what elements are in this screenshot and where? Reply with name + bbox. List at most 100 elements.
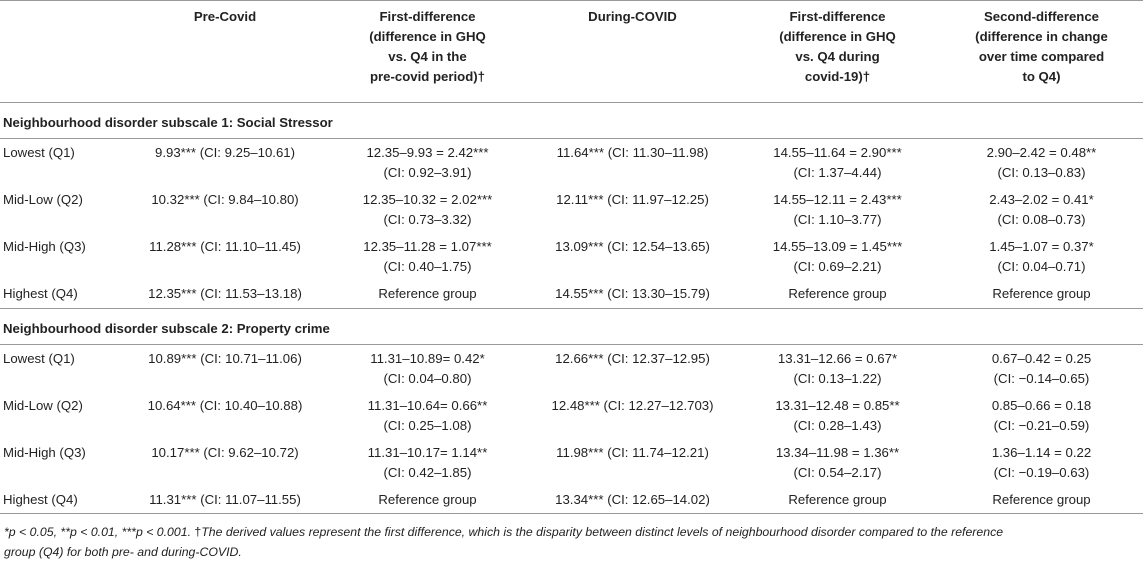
header-line: covid-19)† (804, 69, 871, 84)
pre-covid-cell: 11.31*** (CI: 11.07–11.55) (125, 485, 325, 514)
ci: (CI: −0.14–0.65) (993, 370, 1090, 386)
ci: (CI: 0.04–0.71) (997, 259, 1086, 274)
header-first-difference-pre: First-difference (difference in GHQ vs. … (325, 1, 530, 103)
pre-covid-cell: 10.17*** (CI: 9.62–10.72) (151, 444, 299, 460)
second-difference-cell: 2.43–2.02 = 0.41* (CI: 0.08–0.73) (940, 186, 1143, 233)
value: 1.36–1.14 = 0.22 (991, 444, 1092, 460)
first-difference-during-cell: 13.31–12.66 = 0.67* (CI: 0.13–1.22) (735, 344, 940, 392)
ci: (CI: 0.04–0.80) (383, 370, 472, 386)
ci: (CI: 0.42–1.85) (383, 464, 472, 480)
first-difference-during-cell: 14.55–11.64 = 2.90*** (CI: 1.37–4.44) (735, 139, 940, 187)
header-line: First-difference (789, 9, 886, 24)
value: 12.35–11.28 = 1.07*** (363, 239, 492, 254)
value: 11.31–10.89= 0.42* (370, 350, 485, 366)
row-label: Mid-High (Q3) (3, 444, 86, 460)
section-title: Neighbourhood disorder subscale 1: Socia… (0, 102, 1143, 139)
table-row: Mid-High (Q3) 10.17*** (CI: 9.62–10.72) … (0, 439, 1143, 486)
row-label: Mid-Low (Q2) (3, 397, 83, 413)
section-header-row: Neighbourhood disorder subscale 1: Socia… (0, 102, 1143, 139)
ci: (CI: 0.13–0.83) (997, 165, 1086, 180)
second-difference-cell: 1.45–1.07 = 0.37* (CI: 0.04–0.71) (940, 233, 1143, 280)
row-label: Mid-Low (Q2) (3, 192, 83, 207)
value: 11.31–10.17= 1.14** (367, 444, 488, 460)
during-covid-cell: 13.09*** (CI: 12.54–13.65) (555, 239, 710, 254)
second-difference-cell: Reference group (940, 485, 1143, 514)
ci: (CI: 0.13–1.22) (793, 370, 882, 386)
second-difference-cell: 0.67–0.42 = 0.25 (CI: −0.14–0.65) (940, 344, 1143, 392)
ci: (CI: 0.28–1.43) (793, 417, 882, 433)
during-covid-cell: 13.34*** (CI: 12.65–14.02) (530, 485, 735, 514)
ci: (CI: −0.19–0.63) (993, 464, 1090, 480)
ci: (CI: 0.92–3.91) (383, 165, 472, 180)
section-header-row: Neighbourhood disorder subscale 2: Prope… (0, 308, 1143, 345)
row-label: Lowest (Q1) (3, 350, 75, 366)
value: 13.31–12.66 = 0.67* (777, 350, 898, 366)
second-difference-cell: 1.36–1.14 = 0.22 (CI: −0.19–0.63) (940, 439, 1143, 486)
second-difference-cell: 2.90–2.42 = 0.48** (CI: 0.13–0.83) (940, 139, 1143, 187)
ci: (CI: −0.21–0.59) (993, 417, 1090, 433)
value: 13.31–12.48 = 0.85** (775, 397, 900, 413)
table-row: Highest (Q4) 12.35*** (CI: 11.53–13.18) … (0, 280, 1143, 309)
header-line: Second-difference (983, 9, 1100, 24)
value: 1.45–1.07 = 0.37* (989, 239, 1094, 254)
ci: (CI: 0.69–2.21) (793, 259, 882, 274)
first-difference-pre-cell: 11.31–10.89= 0.42* (CI: 0.04–0.80) (325, 344, 530, 392)
row-label: Highest (Q4) (0, 485, 125, 514)
header-line: (difference in change (975, 29, 1108, 44)
header-line: First-difference (379, 9, 476, 24)
first-difference-pre-cell: 12.35–9.93 = 2.42*** (CI: 0.92–3.91) (325, 139, 530, 187)
pre-covid-cell: 10.89*** (CI: 10.71–11.06) (148, 350, 302, 366)
table-footnote: *p < 0.05, **p < 0.01, ***p < 0.001. †Th… (0, 514, 1143, 562)
value: 14.55–13.09 = 1.45*** (772, 239, 903, 254)
row-label: Mid-High (Q3) (3, 239, 86, 254)
row-label: Lowest (Q1) (3, 145, 75, 160)
during-covid-cell: 11.64*** (CI: 11.30–11.98) (556, 145, 709, 160)
table-row: Highest (Q4) 11.31*** (CI: 11.07–11.55) … (0, 485, 1143, 514)
during-covid-cell: 11.98*** (CI: 11.74–12.21) (556, 444, 709, 460)
pre-covid-cell: 9.93*** (CI: 9.25–10.61) (154, 145, 296, 160)
first-difference-pre-cell: Reference group (325, 485, 530, 514)
ci: (CI: 0.54–2.17) (793, 464, 882, 480)
second-difference-cell: Reference group (940, 280, 1143, 309)
header-line: vs. Q4 during (795, 49, 880, 64)
value: 13.34–11.98 = 1.36** (775, 444, 900, 460)
header-pre-covid: Pre-Covid (193, 9, 257, 24)
table-row: Lowest (Q1) 9.93*** (CI: 9.25–10.61) 12.… (0, 139, 1143, 187)
header-blank (0, 1, 125, 103)
first-difference-pre-cell: 11.31–10.17= 1.14** (CI: 0.42–1.85) (325, 439, 530, 486)
header-line: (difference in GHQ (369, 29, 486, 44)
first-difference-during-cell: 13.31–12.48 = 0.85** (CI: 0.28–1.43) (735, 392, 940, 439)
during-covid-cell: 12.48*** (CI: 12.27–12.703) (551, 397, 714, 413)
first-difference-during-cell: 13.34–11.98 = 1.36** (CI: 0.54–2.17) (735, 439, 940, 486)
footnote-text-continued: group (Q4) for both pre- and during-COVI… (4, 545, 242, 559)
table-row: Mid-Low (Q2) 10.64*** (CI: 10.40–10.88) … (0, 392, 1143, 439)
during-covid-cell: 12.11*** (CI: 11.97–12.25) (556, 192, 709, 207)
header-line: vs. Q4 in the (388, 49, 467, 64)
first-difference-pre-cell: 12.35–10.32 = 2.02*** (CI: 0.73–3.32) (325, 186, 530, 233)
first-difference-pre-cell: 12.35–11.28 = 1.07*** (CI: 0.40–1.75) (325, 233, 530, 280)
table-row: Mid-Low (Q2) 10.32*** (CI: 9.84–10.80) 1… (0, 186, 1143, 233)
during-covid-cell: 12.66*** (CI: 12.37–12.95) (555, 350, 710, 366)
first-difference-during-cell: 14.55–12.11 = 2.43*** (CI: 1.10–3.77) (735, 186, 940, 233)
row-label: Highest (Q4) (0, 280, 125, 309)
value: 14.55–11.64 = 2.90*** (773, 145, 902, 160)
header-line: pre-covid period)† (369, 69, 486, 84)
dagger-mark: † (194, 525, 202, 539)
header-during-covid: During-COVID (588, 9, 677, 24)
ci: (CI: 0.25–1.08) (383, 417, 472, 433)
first-difference-during-cell: 14.55–13.09 = 1.45*** (CI: 0.69–2.21) (735, 233, 940, 280)
table-row: Mid-High (Q3) 11.28*** (CI: 11.10–11.45)… (0, 233, 1143, 280)
first-difference-pre-cell: 11.31–10.64= 0.66** (CI: 0.25–1.08) (325, 392, 530, 439)
header-line: (difference in GHQ (779, 29, 896, 44)
footnote-text: The derived values represent the first d… (201, 525, 1004, 539)
ci: (CI: 1.37–4.44) (793, 165, 882, 180)
value: 0.67–0.42 = 0.25 (991, 350, 1092, 366)
ci: (CI: 0.08–0.73) (997, 212, 1086, 227)
ci: (CI: 0.40–1.75) (383, 259, 472, 274)
value: 0.85–0.66 = 0.18 (991, 397, 1092, 413)
value: 2.90–2.42 = 0.48** (986, 145, 1097, 160)
pre-covid-cell: 11.28*** (CI: 11.10–11.45) (149, 239, 301, 254)
section-title: Neighbourhood disorder subscale 2: Prope… (0, 308, 1143, 345)
first-difference-pre-cell: Reference group (325, 280, 530, 309)
